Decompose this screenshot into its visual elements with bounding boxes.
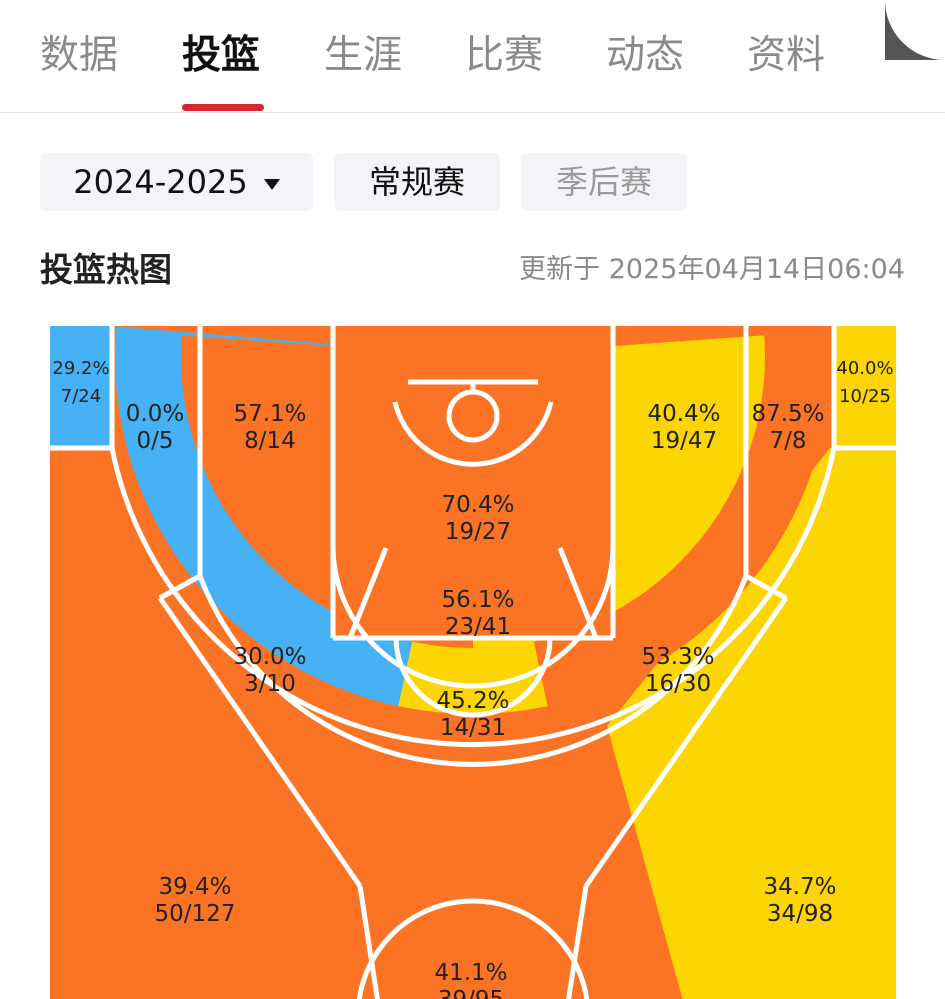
active-tab-indicator [182,104,264,111]
heatmap-title: 投篮热图 [40,250,172,289]
season-value: 2024-2025 [73,163,248,201]
regular-season-button[interactable]: 常规赛 [334,153,500,211]
left-elbow-mid-pct: 57.1% [233,401,306,427]
zone-right-corner-three [834,326,896,448]
zone-right-wing-three [607,448,896,999]
top-key-mid-pct: 45.2% [436,688,509,714]
paint-pct: 56.1% [441,587,514,613]
left-elbow-mid-made-att: 8/14 [244,428,296,454]
basket-icon [392,379,554,467]
caret-down-icon [263,178,280,190]
tab-profile[interactable]: 资料 [747,33,826,78]
restricted-area-pct: 70.4% [441,492,514,518]
right-wing-three-made-att: 34/98 [767,901,833,927]
tab-news[interactable]: 动态 [606,33,685,78]
right-wing-mid-pct: 53.3% [641,644,714,670]
right-corner-three-pct: 40.0% [836,358,893,379]
right-wing-three-pct: 34.7% [763,874,836,900]
left-corner-three-made-att: 7/24 [61,386,101,407]
restricted-area-made-att: 19/27 [445,519,511,545]
tab-shooting[interactable]: 投篮 [182,33,261,78]
top-key-mid-made-att: 14/31 [440,715,506,741]
tab-stats[interactable]: 数据 [40,33,119,78]
left-corner-three-pct: 29.2% [52,358,109,379]
tab-games[interactable]: 比赛 [465,33,544,78]
right-baseline-mid-made-att: 7/8 [769,428,806,454]
right-elbow-mid-pct: 40.4% [647,401,720,427]
zone-left-corner-three [50,326,112,448]
updated-timestamp: 更新于 2025年04月14日06:04 [519,254,905,285]
shot-heatmap-court: 29.2% 7/24 0.0% 0/5 57.1% 8/14 70.4% 19/… [50,326,896,999]
left-wing-mid-made-att: 3/10 [244,671,296,697]
top-three-made-att: 39/95 [438,987,504,999]
right-baseline-mid-pct: 87.5% [751,401,824,427]
top-three-pct: 41.1% [434,960,507,986]
tab-career[interactable]: 生涯 [324,33,403,78]
left-wing-three-pct: 39.4% [158,874,231,900]
tab-bar: 数据 投篮 生涯 比赛 动态 资料 [0,0,945,113]
zone-restricted-area [335,326,611,564]
right-corner-three-made-att: 10/25 [839,386,891,407]
left-wing-three-made-att: 50/127 [155,901,236,927]
playoff-button[interactable]: 季后赛 [521,153,687,211]
right-wing-mid-made-att: 16/30 [645,671,711,697]
left-wing-mid-pct: 30.0% [233,644,306,670]
paint-made-att: 23/41 [445,614,511,640]
right-elbow-mid-made-att: 19/47 [651,428,717,454]
left-baseline-mid-pct: 0.0% [126,401,184,427]
season-dropdown[interactable]: 2024-2025 [40,153,313,211]
left-baseline-mid-made-att: 0/5 [136,428,173,454]
